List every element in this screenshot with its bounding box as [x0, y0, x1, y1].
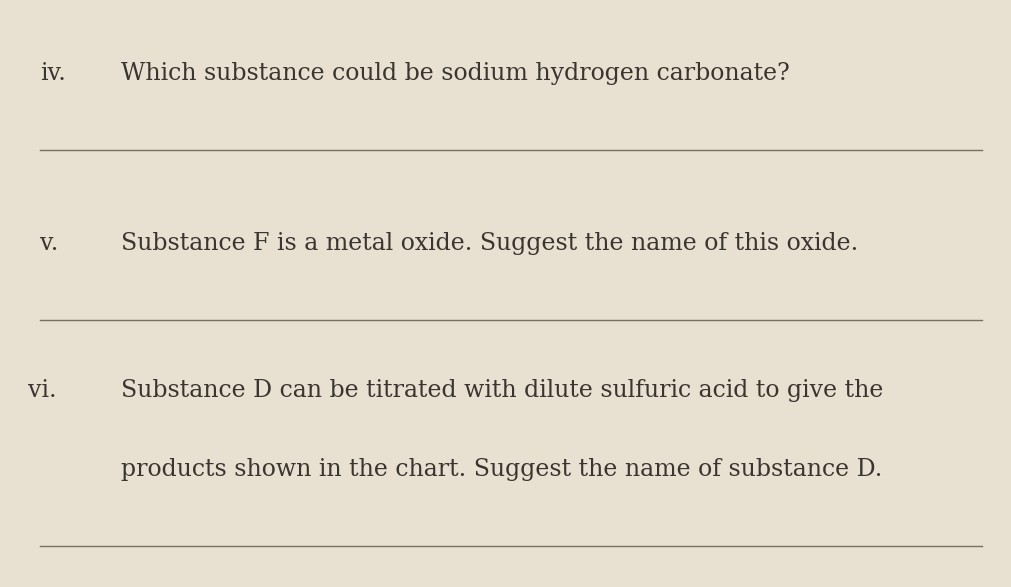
Text: vi.: vi.	[28, 379, 57, 402]
Text: Substance D can be titrated with dilute sulfuric acid to give the: Substance D can be titrated with dilute …	[121, 379, 883, 402]
Text: iv.: iv.	[40, 62, 67, 85]
Text: Substance F is a metal oxide. Suggest the name of this oxide.: Substance F is a metal oxide. Suggest th…	[121, 232, 858, 255]
Text: v.: v.	[40, 232, 59, 255]
Text: Which substance could be sodium hydrogen carbonate?: Which substance could be sodium hydrogen…	[121, 62, 790, 85]
Text: products shown in the chart. Suggest the name of substance D.: products shown in the chart. Suggest the…	[121, 458, 882, 481]
